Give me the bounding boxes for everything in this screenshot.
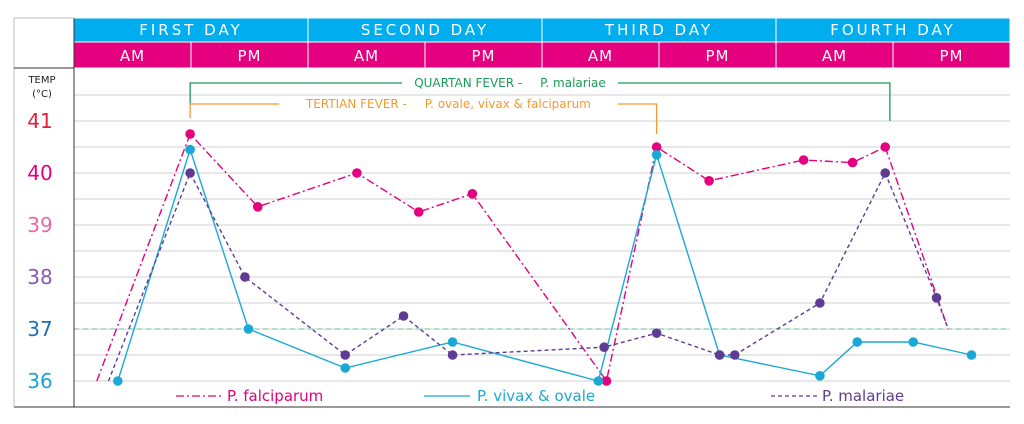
data-point [651,328,662,338]
data-point [798,155,809,165]
data-point [447,350,458,360]
data-point [714,350,725,360]
ampm-label: PM [940,47,964,65]
y-tick-label: 40 [27,161,52,185]
data-point [729,350,740,360]
data-point [593,376,604,386]
day-header-cell [775,17,1011,43]
annotation-text: TERTIAN FEVER - P. ovale, vivax & falcip… [305,97,591,111]
legend-label: P. malariae [822,387,904,405]
data-point [601,376,612,386]
day-header-cell [73,17,309,43]
data-point [185,168,195,178]
y-tick-label: 38 [27,265,52,289]
data-point [599,342,609,353]
day-label: FOURTH DAY [830,21,956,39]
y-tick-label: 36 [27,369,52,393]
data-point [931,293,942,303]
y-axis: TEMP (°C) 41 40 39 38 37 36 [27,75,55,393]
data-point [966,350,977,360]
data-point [815,298,825,308]
ampm-header-cell [424,41,543,69]
annotation-label-bg [279,96,618,112]
y-tick-label: 37 [27,317,52,341]
data-point [880,142,891,152]
ampm-label: AM [354,47,379,65]
day-label: SECOND DAY [361,21,489,39]
ampm-label: AM [120,47,145,65]
data-point [704,176,714,186]
data-point [243,324,254,334]
annotation-title: TERTIAN FEVER - [305,97,411,111]
data-point [880,168,891,178]
ampm-header-cell [892,41,1011,69]
legend-label: P. vivax & ovale [477,387,595,405]
series-line [117,147,972,382]
chart-header: FIRST DAY SECOND DAY THIRD DAY FOURTH DAY AM… [73,17,1011,69]
y-tick-label: 41 [27,109,52,133]
annotation-text: QUARTAN FEVER - P. malariae [414,76,606,90]
day-header-cell [307,17,543,43]
data-point [340,363,351,373]
ampm-label: PM [706,47,730,65]
day-label: FIRST DAY [139,21,242,39]
data-point [467,189,478,199]
data-point [413,207,424,217]
day-label: THIRD DAY [604,21,713,39]
legend: P. falciparum P. vivax & ovale P. malariae [176,387,904,405]
data-point [252,202,263,212]
data-point [240,272,250,282]
data-point [398,311,409,321]
ampm-label: AM [588,47,613,65]
series-line [107,171,949,382]
ampm-header-cell [307,41,426,69]
annotation-species: P. malariae [540,76,606,90]
series-group [96,129,977,386]
annotation-label-bg [402,75,618,91]
data-point [185,144,195,155]
ampm-header-cell [775,41,894,69]
y-axis-unit-label: (°C) [32,89,52,100]
data-point [340,350,351,360]
data-point [447,337,458,347]
ampm-header-cell [541,41,660,69]
ampm-label: AM [822,47,847,65]
ampm-label: PM [238,47,262,65]
annotation-label: TERTIAN FEVER - P. ovale, vivax & falcip… [279,96,618,112]
annotation-label: QUARTAN FEVER - P. malariae [402,75,618,91]
ampm-label: PM [472,47,496,65]
data-point [852,337,863,347]
data-point [185,129,195,139]
data-point [113,376,123,386]
grid-lines [74,94,1010,382]
data-point [908,337,918,347]
annotation-title: QUARTAN FEVER - [414,76,526,90]
data-point [847,157,858,168]
frame [13,17,1010,408]
data-point [651,142,662,152]
y-axis-unit-label: TEMP [27,75,55,86]
legend-label: P. falciparum [227,387,323,405]
data-point [352,168,362,178]
annotation-species: P. ovale, vivax & falciparum [425,97,591,111]
data-point [651,150,662,160]
data-point [815,371,825,381]
ampm-header-cell [658,41,777,69]
y-tick-label: 39 [27,213,52,237]
